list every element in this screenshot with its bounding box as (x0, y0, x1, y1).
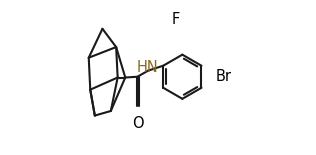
Text: O: O (132, 116, 143, 131)
Text: Br: Br (216, 69, 232, 84)
Text: F: F (172, 12, 180, 27)
Text: HN: HN (137, 60, 159, 75)
